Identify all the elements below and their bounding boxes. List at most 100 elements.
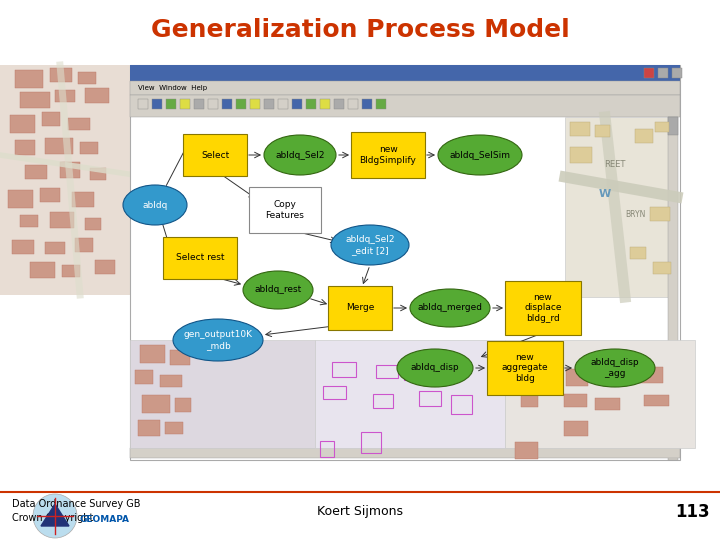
Text: abldq_Sel2: abldq_Sel2 <box>275 151 325 159</box>
FancyBboxPatch shape <box>130 340 315 448</box>
FancyBboxPatch shape <box>521 388 538 407</box>
FancyBboxPatch shape <box>166 99 176 109</box>
FancyBboxPatch shape <box>208 99 218 109</box>
Text: abldq_Sel2
_edit [2]: abldq_Sel2 _edit [2] <box>346 235 395 255</box>
Text: Crown Copyright: Crown Copyright <box>12 513 94 523</box>
FancyBboxPatch shape <box>644 68 654 78</box>
FancyBboxPatch shape <box>306 99 316 109</box>
Text: View  Window  Help: View Window Help <box>138 85 207 91</box>
FancyBboxPatch shape <box>315 340 505 448</box>
FancyBboxPatch shape <box>138 420 160 436</box>
FancyBboxPatch shape <box>668 117 678 135</box>
FancyBboxPatch shape <box>672 68 682 78</box>
FancyBboxPatch shape <box>668 117 678 460</box>
FancyBboxPatch shape <box>362 99 372 109</box>
FancyBboxPatch shape <box>595 125 610 137</box>
FancyBboxPatch shape <box>320 99 330 109</box>
Text: Data Ordnance Survey GB: Data Ordnance Survey GB <box>12 499 140 509</box>
Text: Koert Sijmons: Koert Sijmons <box>317 505 403 518</box>
FancyBboxPatch shape <box>595 398 620 410</box>
FancyBboxPatch shape <box>655 122 669 132</box>
FancyBboxPatch shape <box>152 99 162 109</box>
Ellipse shape <box>575 349 655 387</box>
Text: abldq_merged: abldq_merged <box>418 303 482 313</box>
FancyBboxPatch shape <box>635 129 653 143</box>
Ellipse shape <box>410 289 490 327</box>
FancyBboxPatch shape <box>40 188 60 202</box>
FancyBboxPatch shape <box>25 165 47 179</box>
FancyBboxPatch shape <box>334 99 344 109</box>
FancyBboxPatch shape <box>95 260 115 274</box>
FancyBboxPatch shape <box>85 218 101 230</box>
FancyBboxPatch shape <box>8 190 33 208</box>
FancyBboxPatch shape <box>194 99 204 109</box>
FancyBboxPatch shape <box>130 448 680 458</box>
Ellipse shape <box>243 271 313 309</box>
Text: abldq: abldq <box>143 200 168 210</box>
FancyBboxPatch shape <box>15 140 35 155</box>
FancyBboxPatch shape <box>505 340 695 448</box>
Ellipse shape <box>264 135 336 175</box>
FancyBboxPatch shape <box>160 375 182 387</box>
Text: new
BldgSimplify: new BldgSimplify <box>359 145 416 165</box>
FancyBboxPatch shape <box>644 395 669 406</box>
FancyBboxPatch shape <box>142 395 170 413</box>
FancyBboxPatch shape <box>78 72 96 84</box>
FancyBboxPatch shape <box>328 286 392 330</box>
Text: W: W <box>599 189 611 199</box>
Text: abldq_SelSim: abldq_SelSim <box>449 151 510 159</box>
Text: REET: REET <box>604 160 626 169</box>
Polygon shape <box>41 504 69 526</box>
Text: new
aggregate
bldg: new aggregate bldg <box>502 353 549 383</box>
FancyBboxPatch shape <box>90 168 106 180</box>
FancyBboxPatch shape <box>566 369 588 386</box>
Text: abldq_disp
_agg: abldq_disp _agg <box>590 359 639 377</box>
FancyBboxPatch shape <box>522 360 548 375</box>
FancyBboxPatch shape <box>42 112 60 126</box>
FancyBboxPatch shape <box>62 265 80 277</box>
Ellipse shape <box>331 225 409 265</box>
FancyBboxPatch shape <box>45 138 73 154</box>
Circle shape <box>33 494 77 538</box>
FancyBboxPatch shape <box>564 421 588 436</box>
FancyBboxPatch shape <box>0 65 135 295</box>
Ellipse shape <box>397 349 473 387</box>
Ellipse shape <box>173 319 263 361</box>
Text: new
displace
bldg_rd: new displace bldg_rd <box>524 293 562 323</box>
FancyBboxPatch shape <box>130 65 680 81</box>
FancyBboxPatch shape <box>249 187 321 233</box>
Text: Select: Select <box>201 151 229 159</box>
FancyBboxPatch shape <box>180 99 190 109</box>
Text: GEOMAPA: GEOMAPA <box>79 516 129 524</box>
FancyBboxPatch shape <box>487 341 563 395</box>
FancyBboxPatch shape <box>278 99 288 109</box>
Text: abldq_disp: abldq_disp <box>410 363 459 373</box>
FancyBboxPatch shape <box>130 65 680 460</box>
FancyBboxPatch shape <box>236 99 246 109</box>
FancyBboxPatch shape <box>165 422 183 434</box>
FancyBboxPatch shape <box>250 99 260 109</box>
FancyBboxPatch shape <box>45 242 65 254</box>
FancyBboxPatch shape <box>60 162 80 178</box>
Text: Merge: Merge <box>346 303 374 313</box>
FancyBboxPatch shape <box>55 90 75 102</box>
Text: gen_output10K
_mdb: gen_output10K _mdb <box>184 330 253 350</box>
Text: abldq_rest: abldq_rest <box>254 286 302 294</box>
Text: Copy
Features: Copy Features <box>266 200 305 220</box>
FancyBboxPatch shape <box>565 117 677 297</box>
FancyBboxPatch shape <box>570 147 592 163</box>
Text: Select rest: Select rest <box>176 253 224 262</box>
FancyBboxPatch shape <box>515 442 538 459</box>
FancyBboxPatch shape <box>135 370 153 384</box>
FancyBboxPatch shape <box>138 99 148 109</box>
Text: BRYN: BRYN <box>625 210 645 219</box>
FancyBboxPatch shape <box>130 81 680 95</box>
Text: Generalization Process Model: Generalization Process Model <box>150 18 570 42</box>
FancyBboxPatch shape <box>505 281 581 335</box>
FancyBboxPatch shape <box>570 122 590 136</box>
FancyBboxPatch shape <box>658 68 668 78</box>
FancyBboxPatch shape <box>50 68 72 82</box>
FancyBboxPatch shape <box>72 192 94 207</box>
FancyBboxPatch shape <box>596 358 620 371</box>
FancyBboxPatch shape <box>130 95 680 117</box>
